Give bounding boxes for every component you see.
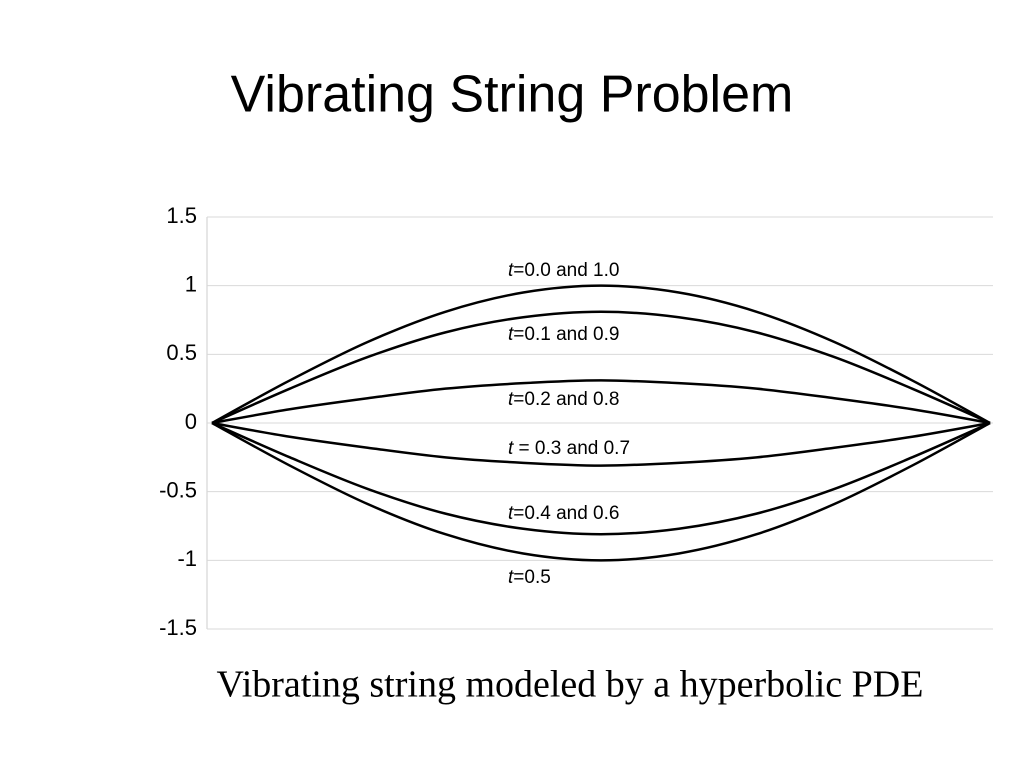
string-curve xyxy=(211,310,991,425)
curve-label: t=0.2 and 0.8 xyxy=(508,389,619,410)
y-tick-label: 1.5 xyxy=(166,203,197,228)
slide-title: Vibrating String Problem xyxy=(231,66,794,124)
y-tick-label: 1 xyxy=(185,271,197,296)
curve-label: t=0.1 and 0.9 xyxy=(508,324,619,345)
string-curve xyxy=(211,421,991,536)
y-tick-label: 0.5 xyxy=(166,340,197,365)
y-tick-label: -1 xyxy=(177,546,197,571)
curve-label: t = 0.3 and 0.7 xyxy=(508,438,630,459)
y-tick-label: -1.5 xyxy=(159,615,197,640)
curve-label: t=0.5 xyxy=(508,567,551,588)
string-curve xyxy=(211,421,991,467)
caption: Vibrating string modeled by a hyperbolic… xyxy=(217,664,924,706)
y-tick-label: -0.5 xyxy=(159,477,197,502)
string-curve xyxy=(211,379,991,425)
y-tick-label: 0 xyxy=(185,409,197,434)
curve-label: t=0.0 and 1.0 xyxy=(508,260,619,281)
string-curve xyxy=(211,284,991,425)
curve-label: t=0.4 and 0.6 xyxy=(508,503,619,524)
string-curve xyxy=(211,421,991,562)
